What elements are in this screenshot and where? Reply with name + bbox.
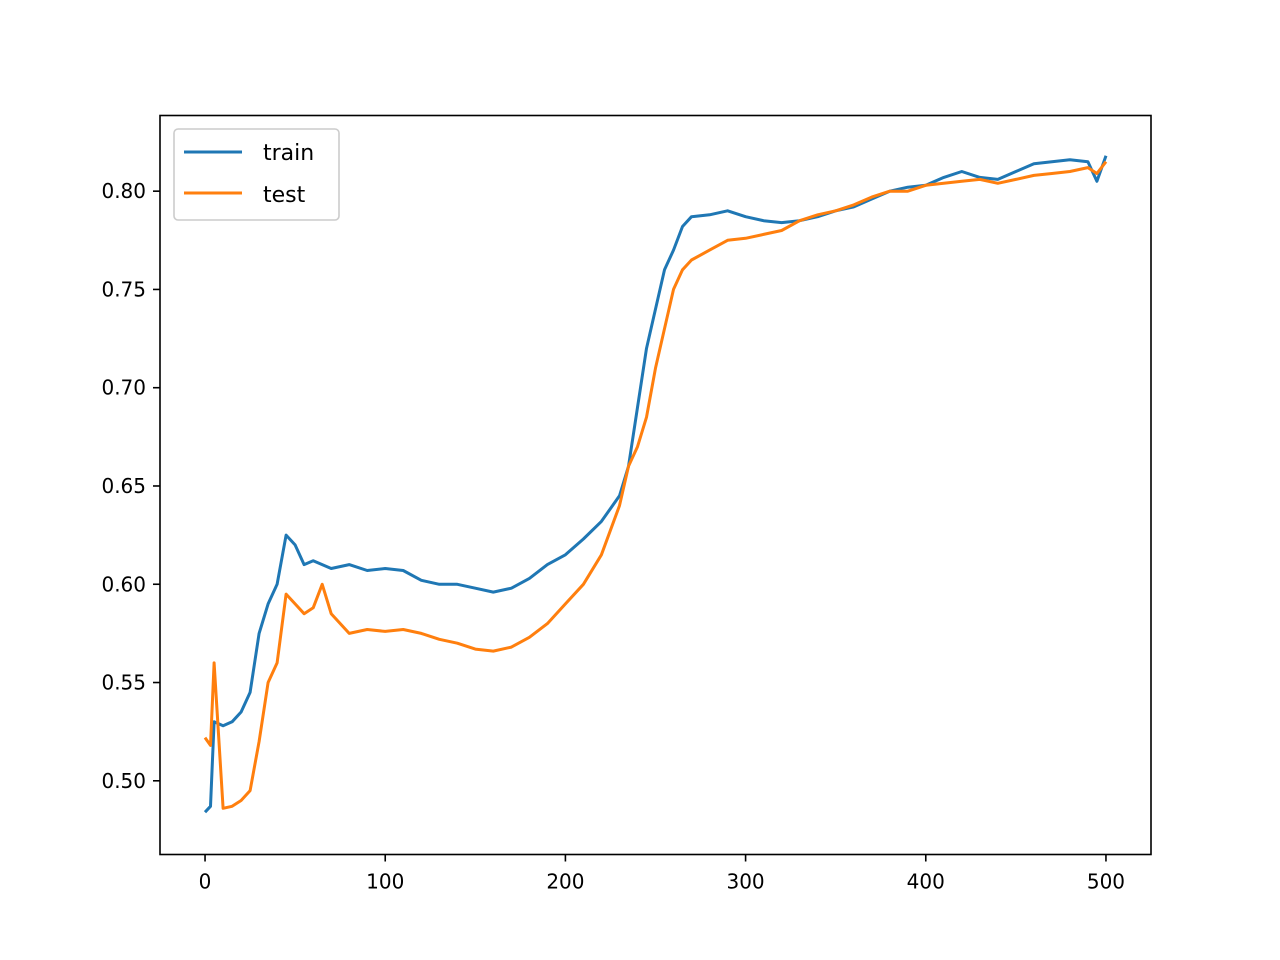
y-tick-label: 0.55 <box>101 671 146 695</box>
series-lines-layer <box>203 155 1108 814</box>
legend-label-test: test <box>263 183 306 208</box>
x-tick-label: 100 <box>366 870 404 894</box>
x-tick-label: 200 <box>546 870 584 894</box>
y-tick-label: 0.70 <box>101 376 146 400</box>
y-tick-label: 0.80 <box>101 179 146 203</box>
series-line-test <box>203 160 1108 810</box>
x-tick-label: 300 <box>726 870 764 894</box>
x-tick-label: 0 <box>199 870 212 894</box>
y-tick-label: 0.50 <box>101 769 146 793</box>
y-tick-label: 0.65 <box>101 474 146 498</box>
y-tick-label: 0.75 <box>101 277 146 301</box>
x-tick-label: 400 <box>907 870 945 894</box>
legend: train test <box>173 128 340 221</box>
axes-frame <box>159 114 1152 856</box>
y-axis-ticks: 0.50 0.55 0.60 0.65 0.70 0.75 0.80 <box>101 179 160 793</box>
series-line-train <box>203 155 1108 814</box>
legend-label-train: train <box>263 141 314 166</box>
x-axis-ticks: 0 100 200 300 400 500 <box>199 854 1125 894</box>
y-tick-label: 0.60 <box>101 572 146 596</box>
legend-box <box>173 128 340 221</box>
x-tick-label: 500 <box>1087 870 1125 894</box>
